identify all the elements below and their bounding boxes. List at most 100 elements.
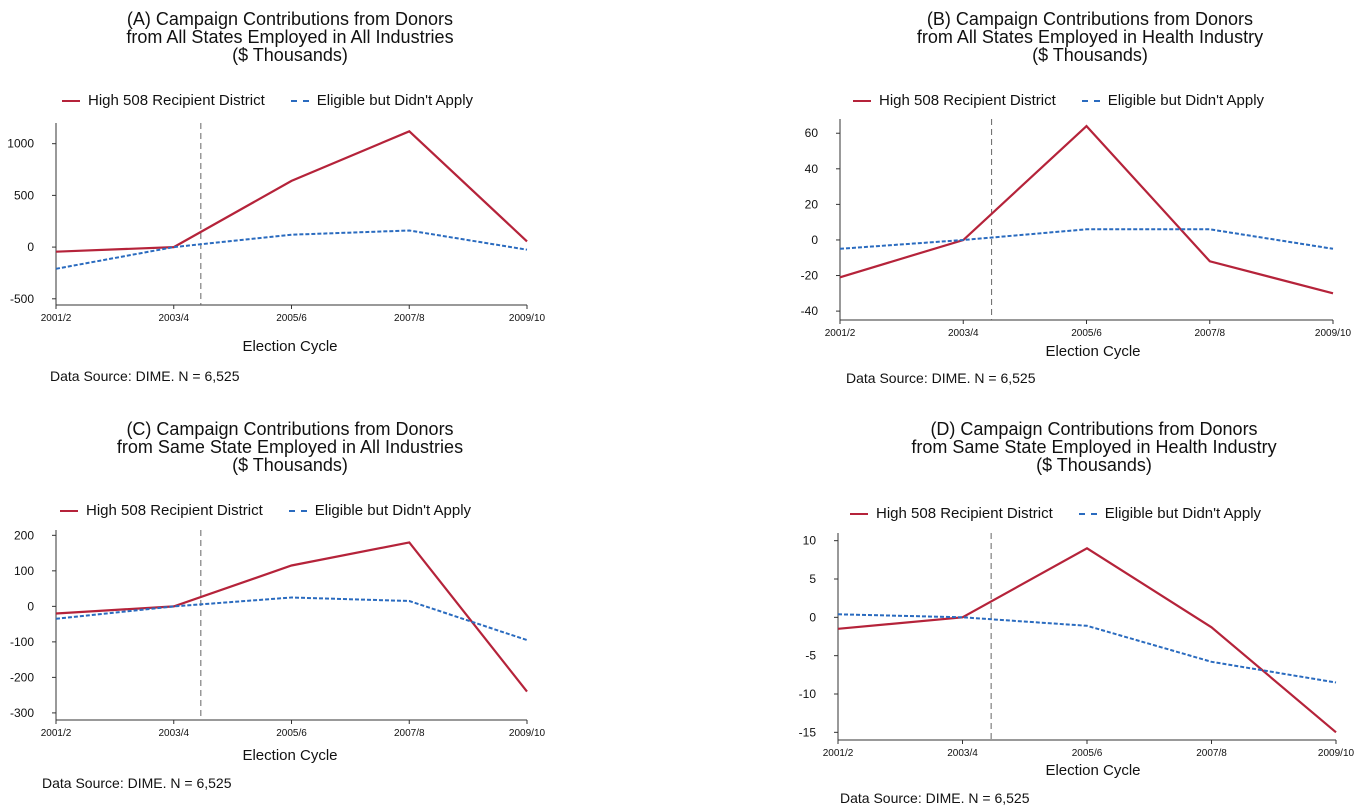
legend-dashed-line-icon [1081,99,1100,102]
x-tick-label: 2001/2 [41,728,72,739]
legend-solid-line-icon [850,512,868,515]
legend-label: Eligible but Didn't Apply [1104,505,1262,522]
y-tick-label: 40 [805,162,819,176]
legend-solid-line-icon [60,509,78,512]
chart-title: (D) Campaign Contributions from Donors f… [874,420,1314,474]
y-tick-label: 20 [805,197,819,211]
title-line-3: ($ Thousands) [1036,455,1152,475]
y-tick-label: -20 [801,269,819,283]
chart-title: (B) Campaign Contributions from Donors f… [880,10,1300,64]
legend-item-high-508: High 508 Recipient District [850,505,1053,522]
legend-dashed-line-icon [288,509,307,512]
series-line-high-508 [55,541,528,693]
y-tick-label: -5 [805,649,816,663]
y-tick-label: 200 [14,528,34,542]
legend: High 508 Recipient District Eligible but… [850,505,1287,522]
legend-item-high-508: High 508 Recipient District [853,92,1056,109]
title-line-3: ($ Thousands) [232,45,348,65]
legend-label: Eligible but Didn't Apply [314,502,472,519]
series-line-high-508 [837,547,1337,734]
legend-item-high-508: High 508 Recipient District [60,502,263,519]
x-tick-label: 2007/8 [394,313,425,324]
x-tick-label: 2007/8 [1196,748,1227,759]
series-line-eligible [839,228,1334,250]
y-tick-label: 0 [27,599,34,613]
legend-label: High 508 Recipient District [876,505,1053,522]
line-chart-d: 10 5 0 -5 -10 -15 2001/2 2003/4 2005/6 2007/8 2009… [799,533,1355,759]
legend-item-eligible: Eligible but Didn't Apply [1078,505,1262,522]
y-tick-label: -40 [801,304,819,318]
x-axis-label: Election Cycle [242,747,338,764]
title-line-2: from All States Employed in All Industri… [126,27,454,47]
title-line-2: from Same State Employed in Health Indus… [911,437,1277,457]
chart-title: (A) Campaign Contributions from Donors f… [100,10,480,64]
legend-label: Eligible but Didn't Apply [1107,92,1265,109]
series-line-eligible [837,613,1337,684]
y-tick-label: -15 [799,725,817,739]
legend-dashed-line-icon [1078,512,1097,515]
legend-item-eligible: Eligible but Didn't Apply [290,92,474,109]
y-tick-label: -100 [10,635,34,649]
legend-label: High 508 Recipient District [86,502,263,519]
title-line-1: (C) Campaign Contributions from Donors [126,419,454,439]
x-axis-label: Election Cycle [1045,762,1141,779]
y-tick-label: -300 [10,706,34,720]
x-tick-label: 2009/10 [1315,328,1352,339]
x-tick-label: 2007/8 [394,728,425,739]
x-tick-label: 2001/2 [825,328,856,339]
y-tick-label: 10 [803,534,817,548]
y-tick-label: -200 [10,670,34,684]
title-line-2: from Same State Employed in All Industri… [116,437,464,457]
line-chart-b: 60 40 20 0 -20 -40 2001/2 2003/4 2005/6 2007/8 200… [801,119,1352,339]
data-source-note: Data Source: DIME. N = 6,525 [846,370,1036,386]
x-tick-label: 2005/6 [1072,748,1103,759]
legend-item-eligible: Eligible but Didn't Apply [288,502,472,519]
y-tick-label: -10 [799,687,817,701]
series-line-high-508 [55,130,528,253]
data-source-note: Data Source: DIME. N = 6,525 [42,775,232,791]
legend-solid-line-icon [62,99,80,102]
x-tick-label: 2009/10 [509,728,546,739]
x-tick-label: 2005/6 [1071,328,1102,339]
x-tick-label: 2003/4 [158,728,189,739]
x-axis-label: Election Cycle [242,338,338,355]
data-source-note: Data Source: DIME. N = 6,525 [50,368,240,384]
y-tick-label: 0 [811,233,818,247]
title-line-1: (A) Campaign Contributions from Donors [126,9,454,29]
title-line-1: (D) Campaign Contributions from Donors [930,419,1258,439]
legend-dashed-line-icon [290,99,309,102]
legend-label: High 508 Recipient District [879,92,1056,109]
legend-item-eligible: Eligible but Didn't Apply [1081,92,1265,109]
x-tick-label: 2005/6 [276,728,307,739]
x-tick-label: 2009/10 [1318,748,1355,759]
series-line-eligible [55,596,528,642]
x-tick-label: 2001/2 [41,313,72,324]
legend-label: High 508 Recipient District [88,92,265,109]
line-chart-a: 1000 500 0 -500 2001/2 2003/4 2005/6 2007/8 2009… [7,123,546,324]
legend-solid-line-icon [853,99,871,102]
y-tick-label: 0 [27,240,34,254]
y-tick-label: 500 [14,188,34,202]
x-tick-label: 2009/10 [509,313,546,324]
data-source-note: Data Source: DIME. N = 6,525 [840,790,1030,806]
legend: High 508 Recipient District Eligible but… [62,92,499,109]
series-line-high-508 [839,124,1334,295]
title-line-3: ($ Thousands) [1032,45,1148,65]
x-tick-label: 2003/4 [158,313,189,324]
title-line-1: (B) Campaign Contributions from Donors [926,9,1254,29]
title-line-2: from All States Employed in Health Indus… [916,27,1264,47]
x-tick-label: 2007/8 [1194,328,1225,339]
x-tick-label: 2001/2 [823,748,854,759]
x-axis-label: Election Cycle [1045,343,1141,360]
title-line-3: ($ Thousands) [232,455,348,475]
y-tick-label: 0 [809,610,816,624]
legend-item-high-508: High 508 Recipient District [62,92,265,109]
y-tick-label: 1000 [7,137,34,151]
series-line-eligible [55,229,528,270]
legend: High 508 Recipient District Eligible but… [60,502,497,519]
legend-label: Eligible but Didn't Apply [316,92,474,109]
x-tick-label: 2005/6 [276,313,307,324]
chart-title: (C) Campaign Contributions from Donors f… [85,420,495,474]
y-tick-label: 60 [805,126,819,140]
y-tick-label: 100 [14,564,34,578]
